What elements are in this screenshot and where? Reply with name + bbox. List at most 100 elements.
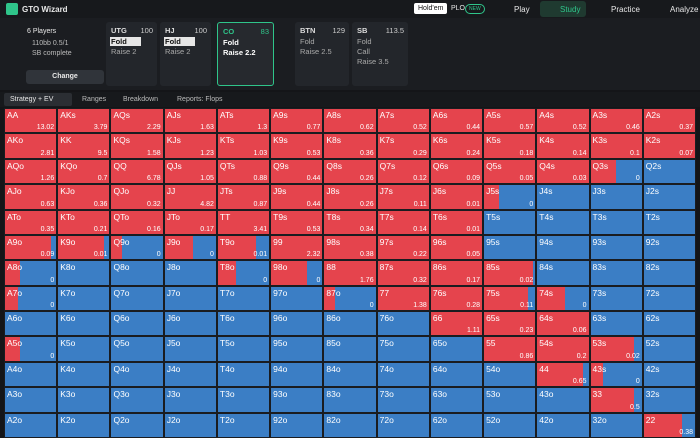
hand-cell[interactable]: A9s 0.77 — [270, 108, 324, 134]
hand-cell[interactable]: 32o — [589, 412, 643, 438]
hand-cell[interactable]: J3s — [589, 184, 643, 210]
hand-cell[interactable]: 74o — [376, 361, 430, 388]
hand-cell[interactable]: 75s 0.11 — [483, 285, 537, 312]
hand-cell[interactable]: KK 9.5 — [57, 133, 111, 159]
hand-cell[interactable]: 83o — [323, 387, 377, 413]
hand-cell[interactable]: A4o — [4, 361, 58, 388]
hand-cell[interactable]: JJ 4.82 — [163, 184, 217, 210]
hand-cell[interactable]: K7s 0.29 — [376, 133, 430, 159]
hand-cell[interactable]: 53s 0.02 — [589, 336, 643, 362]
hand-cell[interactable]: Q9s 0.44 — [270, 158, 324, 185]
hand-cell[interactable]: 42o — [536, 412, 590, 438]
hand-cell[interactable]: 97s 0.22 — [376, 234, 430, 261]
hand-cell[interactable]: K6s 0.24 — [429, 133, 484, 159]
hand-cell[interactable]: 85o — [323, 336, 377, 362]
hand-cell[interactable]: T7s 0.14 — [376, 209, 430, 235]
hand-cell[interactable]: 74s 0 — [536, 285, 590, 312]
hand-cell[interactable]: QJs 1.05 — [163, 158, 217, 185]
hand-cell[interactable]: K4o — [57, 361, 111, 388]
hand-cell[interactable]: T2s — [642, 209, 696, 235]
hand-cell[interactable]: T8o 0 — [216, 260, 271, 286]
hand-cell[interactable]: 95o — [270, 336, 324, 362]
hand-cell[interactable]: 62o — [429, 412, 484, 438]
hand-cell[interactable]: T4s — [536, 209, 590, 235]
hand-cell[interactable]: K9o 0.01 — [57, 234, 111, 261]
hand-cell[interactable]: 98o 0 — [270, 260, 324, 286]
hand-cell[interactable]: 73o — [376, 387, 430, 413]
hand-cell[interactable]: 82s — [642, 260, 696, 286]
hand-cell[interactable]: J6o — [163, 311, 217, 337]
hand-cell[interactable]: 96s 0.05 — [429, 234, 484, 261]
change-button[interactable]: Change — [26, 70, 104, 84]
hand-cell[interactable]: KTs 1.03 — [216, 133, 271, 159]
hand-cell[interactable]: Q4o — [110, 361, 164, 388]
hand-cell[interactable]: 64o — [429, 361, 484, 388]
hand-cell[interactable]: 93s — [589, 234, 643, 261]
hand-cell[interactable]: T3s — [589, 209, 643, 235]
hand-cell[interactable]: Q6o — [110, 311, 164, 337]
hand-cell[interactable]: T3o — [216, 387, 271, 413]
action[interactable]: Raise 3.5 — [357, 57, 389, 66]
hand-cell[interactable]: 43s 0 — [589, 361, 643, 388]
hand-cell[interactable]: 92o — [270, 412, 324, 438]
tab[interactable]: Ranges — [82, 96, 107, 103]
action[interactable]: Fold — [110, 37, 141, 46]
hand-cell[interactable]: K2o — [57, 412, 111, 438]
hand-cell[interactable]: A9o 0.09 — [4, 234, 58, 261]
hand-cell[interactable]: T8s 0.34 — [323, 209, 377, 235]
hand-cell[interactable]: 22 0.38 — [642, 412, 696, 438]
hand-cell[interactable]: AA 13.02 — [4, 108, 58, 134]
hand-cell[interactable]: 88 1.76 — [323, 260, 377, 286]
hand-cell[interactable]: Q8o — [110, 260, 164, 286]
action[interactable]: Raise 2.2 — [223, 48, 256, 57]
hand-cell[interactable]: 52s — [642, 336, 696, 362]
hand-cell[interactable]: J9s 0.44 — [270, 184, 324, 210]
hand-cell[interactable]: A7s 0.52 — [376, 108, 430, 134]
hand-cell[interactable]: 73s — [589, 285, 643, 312]
hand-cell[interactable]: A3o — [4, 387, 58, 413]
hand-cell[interactable]: K4s 0.14 — [536, 133, 590, 159]
hand-cell[interactable]: K6o — [57, 311, 111, 337]
hand-cell[interactable]: T9o 0.01 — [216, 234, 271, 261]
action[interactable]: Raise 2.5 — [300, 47, 332, 56]
hand-cell[interactable]: K5s 0.18 — [483, 133, 537, 159]
hand-cell[interactable]: K7o — [57, 285, 111, 312]
hand-cell[interactable]: J9o 0 — [163, 234, 217, 261]
hand-cell[interactable]: 54s 0.2 — [536, 336, 590, 362]
position-card[interactable]: BTN 129 Fold Raise 2.5 — [295, 22, 349, 86]
hand-cell[interactable]: T5s — [483, 209, 537, 235]
hand-cell[interactable]: T2o — [216, 412, 271, 438]
hand-cell[interactable]: 63o — [429, 387, 484, 413]
hand-cell[interactable]: Q6s 0.09 — [429, 158, 484, 185]
hand-cell[interactable]: K9s 0.53 — [270, 133, 324, 159]
hand-cell[interactable]: 43o — [536, 387, 590, 413]
hand-cell[interactable]: AKo 2.81 — [4, 133, 58, 159]
hand-cell[interactable]: 55 0.86 — [483, 336, 537, 362]
hand-cell[interactable]: 99 2.32 — [270, 234, 324, 261]
hand-cell[interactable]: T7o — [216, 285, 271, 312]
hand-cell[interactable]: T4o — [216, 361, 271, 388]
hand-cell[interactable]: Q3o — [110, 387, 164, 413]
hand-cell[interactable]: TT 3.41 — [216, 209, 271, 235]
hand-cell[interactable]: Q8s 0.26 — [323, 158, 377, 185]
hand-cell[interactable]: 53o — [483, 387, 537, 413]
hand-cell[interactable]: K2s 0.07 — [642, 133, 696, 159]
hand-cell[interactable]: J7o — [163, 285, 217, 312]
nav-item[interactable]: Play — [514, 5, 530, 14]
hand-cell[interactable]: A6s 0.44 — [429, 108, 484, 134]
hand-cell[interactable]: J6s 0.01 — [429, 184, 484, 210]
hand-cell[interactable]: KQo 0.7 — [57, 158, 111, 185]
hand-cell[interactable]: 97o — [270, 285, 324, 312]
hand-cell[interactable]: AQs 2.29 — [110, 108, 164, 134]
hand-cell[interactable]: A2s 0.37 — [642, 108, 696, 134]
hand-cell[interactable]: KJo 0.36 — [57, 184, 111, 210]
logo[interactable] — [6, 3, 18, 15]
hand-cell[interactable]: 95s — [483, 234, 537, 261]
hand-cell[interactable]: 65s 0.23 — [483, 311, 537, 337]
hand-cell[interactable]: A3s 0.46 — [589, 108, 643, 134]
hand-cell[interactable]: 44 0.65 — [536, 361, 590, 388]
hand-cell[interactable]: K8o — [57, 260, 111, 286]
action[interactable]: Fold — [300, 37, 315, 46]
hand-cell[interactable]: 84o — [323, 361, 377, 388]
hand-cell[interactable]: Q3s 0 — [589, 158, 643, 185]
